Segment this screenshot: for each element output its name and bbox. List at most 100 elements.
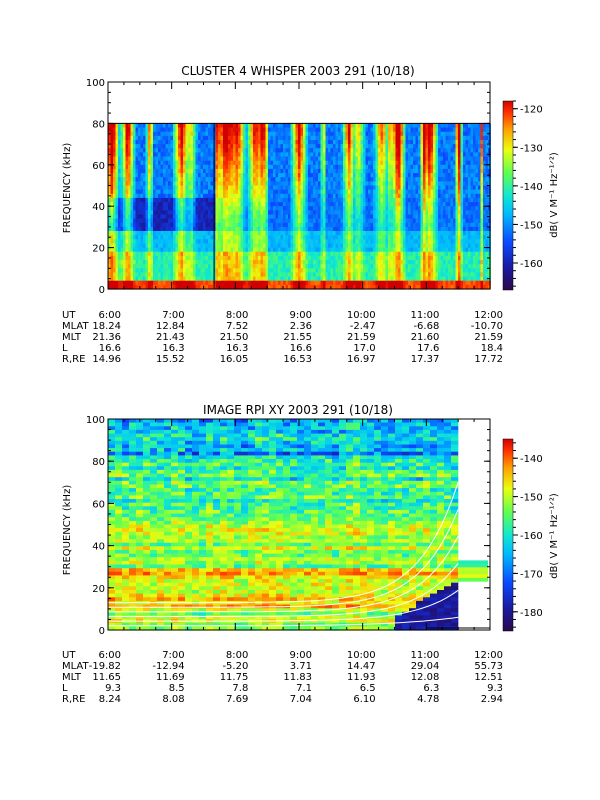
spectrogram-cell	[315, 148, 319, 153]
spectrogram-cell	[278, 144, 281, 149]
spectrogram-cell	[195, 160, 199, 166]
spectrogram-cell	[115, 222, 119, 228]
spectrogram-cell	[318, 185, 321, 191]
spectrogram-cell	[270, 156, 274, 162]
spectrogram-cell	[393, 255, 396, 261]
spectrogram-cell	[385, 152, 389, 158]
spectrogram-cell	[313, 164, 316, 170]
spectrogram-cell	[190, 260, 194, 265]
spectrogram-cell	[273, 193, 276, 199]
spectrogram-cell	[378, 284, 381, 290]
spectrogram-cell	[373, 144, 376, 149]
spectrogram-cell	[343, 226, 346, 232]
spectrogram-cell	[273, 243, 276, 249]
spectrogram-cell	[160, 168, 164, 174]
spectrogram-cell	[255, 210, 259, 215]
spectrogram-cell	[190, 206, 194, 211]
spectrogram-cell	[325, 272, 329, 278]
spectrogram-cell	[335, 189, 339, 195]
spectrogram-cell	[398, 177, 401, 182]
spectrogram-cell	[335, 197, 339, 203]
spectrogram-cell	[345, 140, 349, 145]
spectrogram-cell	[148, 173, 151, 178]
spectrogram-cell	[215, 260, 219, 265]
spectrogram-cell	[218, 243, 221, 249]
spectrogram-cell	[335, 135, 339, 141]
spectrogram-cell	[328, 260, 331, 265]
spectrogram-cell	[235, 222, 239, 228]
spectrogram-cell	[125, 135, 129, 141]
spectrogram-cell	[305, 135, 309, 141]
spectrogram-cell	[383, 156, 386, 162]
spectrogram-cell	[315, 131, 319, 137]
spectrogram-cell	[128, 131, 131, 137]
spectrogram-cell	[143, 135, 146, 141]
spectrogram-cell	[243, 152, 246, 158]
spectrogram-cell	[248, 264, 251, 269]
spectrogram-cell	[405, 251, 409, 257]
spectrogram-cell	[260, 218, 264, 224]
spectrogram-cell	[418, 168, 421, 174]
spectrogram-cell	[255, 272, 259, 278]
spectrogram-cell	[253, 177, 256, 182]
spectrogram-cell	[328, 284, 331, 290]
spectrogram-cell	[163, 264, 166, 269]
spectrogram-cell	[175, 193, 179, 199]
spectrogram-cell	[405, 164, 409, 170]
spectrogram-cell	[350, 243, 354, 249]
spectrogram-cell	[188, 140, 191, 145]
spectrogram-cell	[255, 181, 259, 187]
spectrogram-cell	[253, 264, 256, 269]
spectrogram-cell	[155, 202, 159, 207]
spectrogram-cell	[398, 140, 401, 145]
spectrogram-cell	[388, 173, 391, 178]
spectrogram-cell	[150, 210, 154, 215]
spectrogram-cell	[405, 144, 409, 149]
spectrogram-cell	[178, 206, 181, 211]
spectrogram-cell	[290, 222, 294, 228]
spectrogram-cell	[383, 164, 386, 170]
spectrogram-cell	[203, 173, 206, 178]
spectrogram-cell	[360, 177, 364, 182]
spectrogram-cell	[308, 276, 311, 282]
spectrogram-cell	[360, 127, 364, 133]
spectrogram-cell	[320, 239, 324, 244]
spectrogram-cell	[173, 251, 176, 257]
spectrogram-cell	[343, 222, 346, 228]
spectrogram-cell	[330, 173, 334, 178]
spectrogram-cell	[260, 148, 264, 153]
spectrogram-cell	[405, 231, 409, 236]
spectrogram-cell	[123, 156, 126, 162]
spectrogram-cell	[388, 235, 391, 240]
spectrogram-cell	[230, 226, 234, 232]
spectrogram-cell	[350, 214, 354, 220]
spectrogram-cell	[215, 152, 219, 158]
spectrogram-cell	[108, 243, 111, 249]
spectrogram-cell	[178, 280, 181, 286]
spectrogram-cell	[113, 185, 116, 191]
spectrogram-cell	[378, 193, 381, 199]
spectrogram-cell	[183, 160, 186, 166]
spectrogram-cell	[218, 173, 221, 178]
spectrogram-cell	[140, 185, 144, 191]
spectrogram-cell	[175, 189, 179, 195]
spectrogram-cell	[348, 284, 351, 290]
spectrogram-cell	[273, 168, 276, 174]
spectrogram-cell	[333, 284, 336, 290]
spectrogram-cell	[248, 251, 251, 257]
spectrogram-cell	[278, 243, 281, 249]
spectrogram-cell	[358, 177, 361, 182]
spectrogram-cell	[343, 260, 346, 265]
spectrogram-cell	[313, 152, 316, 158]
spectrogram-cell	[318, 160, 321, 166]
spectrogram-cell	[165, 135, 169, 141]
spectrogram-cell	[400, 189, 404, 195]
spectrogram-cell	[340, 214, 344, 220]
spectrogram-cell	[218, 276, 221, 282]
spectrogram-cell	[138, 140, 141, 145]
spectrogram-cell	[410, 264, 414, 269]
spectrogram-cell	[160, 160, 164, 166]
spectrogram-cell	[268, 152, 271, 158]
spectrogram-cell	[310, 243, 314, 249]
spectrogram-cell	[335, 280, 339, 286]
